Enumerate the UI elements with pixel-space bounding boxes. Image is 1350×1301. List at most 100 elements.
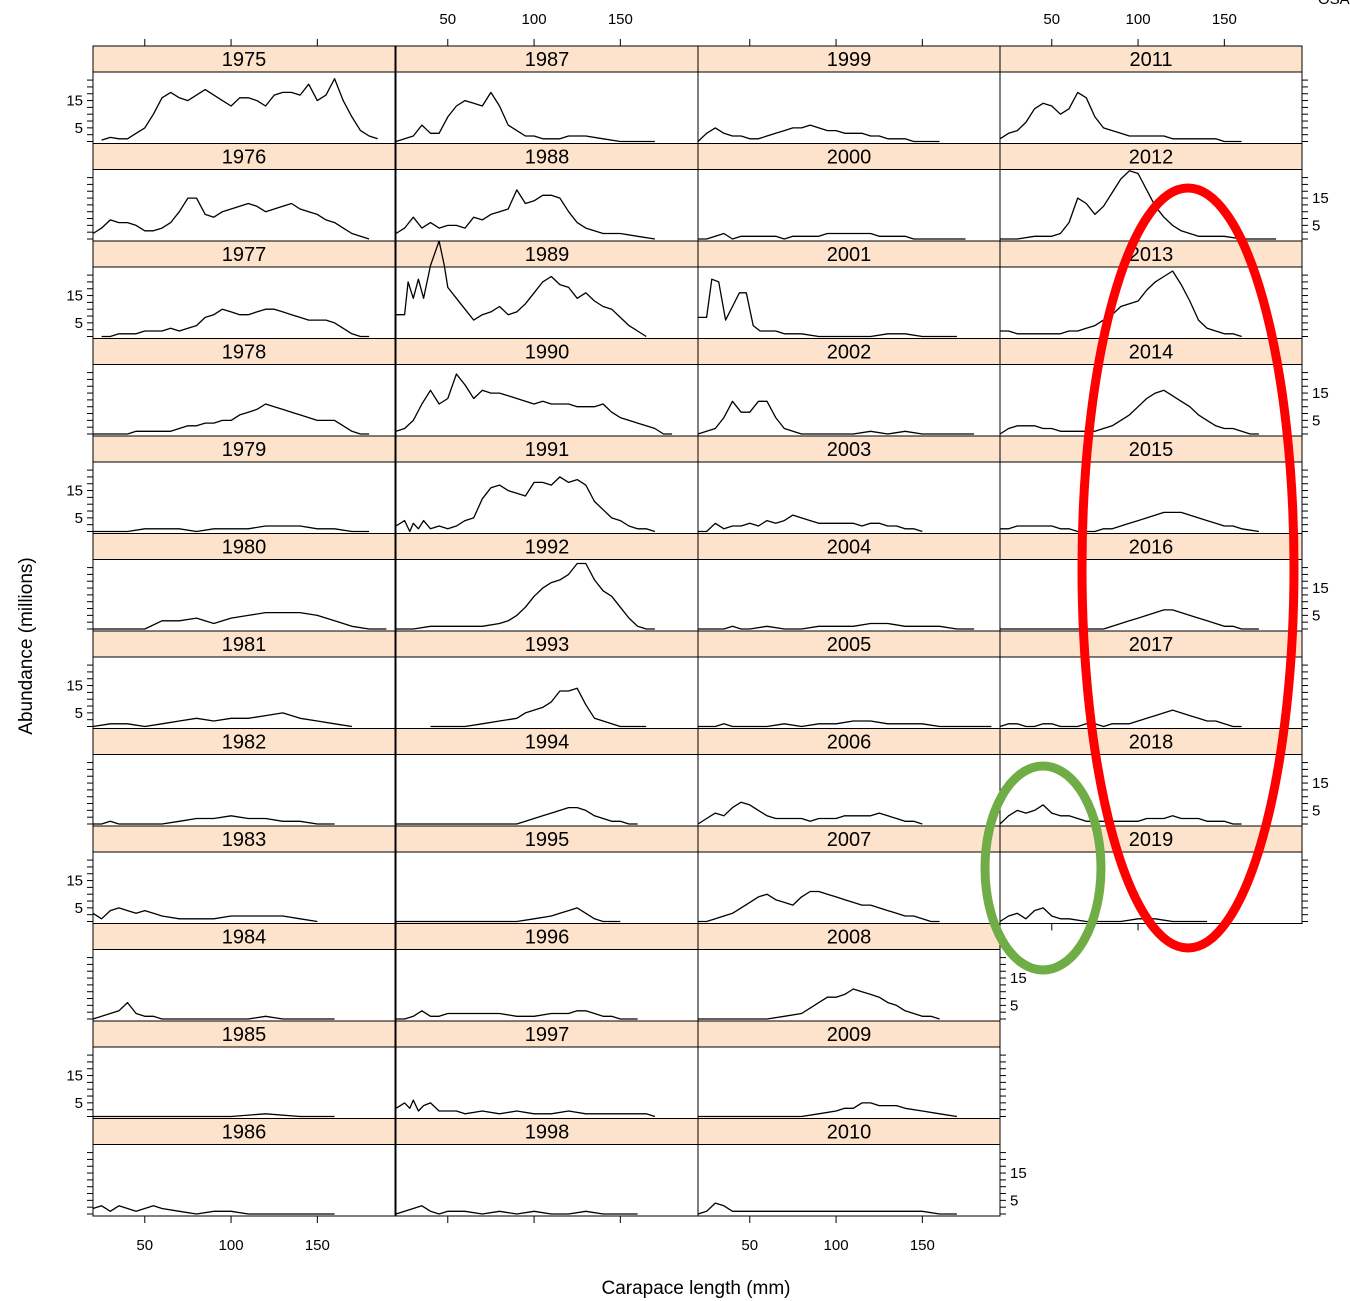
- x-tick-label: 150: [1212, 11, 1237, 28]
- strip-2007: [697, 825, 1001, 853]
- strip-label-1990: 1990: [525, 342, 570, 364]
- y-tick-label: 15: [66, 93, 83, 110]
- panel-1984: 1984: [92, 923, 396, 1022]
- panel-2002: 2002: [697, 338, 1001, 437]
- plot-frame-1998: [395, 1144, 699, 1217]
- y-tick-label: 15: [66, 1068, 83, 1085]
- series-line-1999: [697, 124, 940, 143]
- strip-label-2000: 2000: [827, 147, 872, 169]
- series-line-1987: [395, 91, 655, 143]
- panel-1983: 1983: [92, 825, 396, 924]
- panel-1993: 1993: [395, 630, 699, 729]
- series-line-1991: [395, 476, 656, 533]
- strip-label-1986: 1986: [222, 1122, 267, 1144]
- y-tick-label: 5: [75, 1095, 83, 1112]
- strip-1991: [395, 435, 699, 463]
- strip-label-1980: 1980: [222, 537, 267, 559]
- series-line-1989: [396, 240, 647, 338]
- panel-1999: 1999: [697, 45, 1001, 144]
- series-line-2019: [999, 907, 1208, 923]
- panel-2007: 2007: [697, 825, 1001, 924]
- strip-2003: [697, 435, 1001, 463]
- plot-frame-1977: [92, 266, 396, 339]
- x-tick-label: 150: [910, 1237, 935, 1254]
- series-line-1988: [395, 189, 656, 240]
- panel-2010: 2010: [697, 1118, 1001, 1217]
- series-line-2010: [697, 1202, 957, 1215]
- series-line-1978: [93, 403, 370, 435]
- series-line-2007: [698, 890, 940, 923]
- series-line-2009: [698, 1102, 958, 1118]
- panel-1977: 1977: [92, 240, 396, 339]
- strip-label-2011: 2011: [1129, 49, 1172, 71]
- y-tick-label: 5: [75, 120, 83, 137]
- strip-label-1975: 1975: [222, 49, 267, 71]
- plot-frame-1979: [92, 461, 396, 534]
- y-tick-label: 5: [1312, 607, 1320, 624]
- series-line-1977: [101, 308, 370, 338]
- strip-2017: [999, 630, 1303, 658]
- strip-label-1989: 1989: [525, 244, 570, 266]
- y-tick-label: 5: [1312, 217, 1320, 234]
- strip-2008: [697, 923, 1001, 950]
- plot-frame-2004: [697, 559, 1001, 632]
- strip-label-2009: 2009: [827, 1024, 872, 1046]
- strip-1981: [92, 630, 396, 658]
- y-tick-label: 5: [1010, 997, 1018, 1014]
- panel-1995: 1995: [395, 825, 699, 924]
- strip-1994: [395, 728, 699, 755]
- series-line-2012: [1000, 170, 1277, 240]
- x-tick-label: 100: [219, 1237, 244, 1254]
- strip-1982: [92, 728, 396, 755]
- panel-2016: 2016: [999, 533, 1303, 632]
- series-line-1997: [395, 1099, 656, 1118]
- strip-label-2013: 2013: [1129, 244, 1174, 266]
- strip-label-2010: 2010: [827, 1122, 872, 1144]
- strip-label-1993: 1993: [525, 634, 570, 656]
- corner-label: OSA: [1318, 0, 1350, 8]
- series-line-1993: [430, 687, 647, 728]
- panel-2001: 2001: [697, 240, 1001, 339]
- highlight-ellipse-green: [980, 761, 1106, 975]
- strip-label-2015: 2015: [1129, 439, 1174, 461]
- series-line-2017: [999, 709, 1242, 728]
- x-tick-label: 100: [522, 11, 547, 28]
- x-tick-label: 50: [136, 1237, 153, 1254]
- panel-2009: 2009: [697, 1020, 1001, 1119]
- series-line-1985: [93, 1113, 335, 1118]
- plot-frame-2000: [697, 169, 1001, 242]
- y-tick-label: 5: [1312, 802, 1320, 819]
- plot-frame-2015: [999, 461, 1303, 534]
- strip-label-1978: 1978: [222, 342, 267, 364]
- panel-2008: 2008: [697, 923, 1001, 1022]
- panel-2011: 2011: [999, 45, 1303, 144]
- x-tick-label: 100: [824, 1237, 849, 1254]
- annotations-layer: [980, 183, 1299, 975]
- plot-frame-1993: [395, 656, 699, 729]
- strip-label-2012: 2012: [1129, 147, 1174, 169]
- panel-2004: 2004: [697, 533, 1001, 632]
- strip-label-1982: 1982: [222, 732, 267, 754]
- panel-1991: 1991: [395, 435, 699, 534]
- strip-1978: [92, 338, 396, 365]
- x-tick-label: 50: [1043, 11, 1060, 28]
- plot-frame-2017: [999, 656, 1303, 729]
- strip-2015: [999, 435, 1303, 463]
- plot-frame-1978: [92, 364, 396, 437]
- series-line-2015: [1000, 511, 1260, 533]
- plot-frame-1985: [92, 1046, 396, 1119]
- plot-frame-2014: [999, 364, 1303, 437]
- strip-label-2002: 2002: [827, 342, 872, 364]
- series-line-1990: [395, 373, 673, 435]
- strip-label-2001: 2001: [827, 244, 872, 266]
- x-tick-label: 100: [1126, 11, 1151, 28]
- strip-2018: [999, 728, 1303, 755]
- strip-2009: [697, 1020, 1001, 1048]
- strip-1988: [395, 143, 699, 170]
- plot-frame-1989: [395, 266, 699, 339]
- series-line-1979: [93, 525, 370, 533]
- x-tick-label: 150: [305, 1237, 330, 1254]
- strip-1996: [395, 923, 699, 950]
- panel-2019: 2019: [999, 825, 1303, 924]
- panel-1979: 1979: [92, 435, 396, 534]
